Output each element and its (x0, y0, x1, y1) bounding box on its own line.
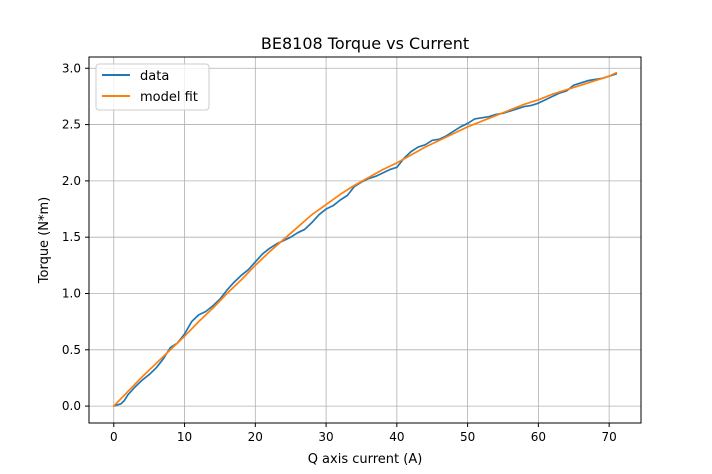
x-axis-title: Q axis current (A) (308, 452, 423, 467)
y-axis-title: Torque (N*m) (37, 197, 52, 284)
y-tick-label: 1.0 (62, 286, 81, 300)
x-tick-label: 70 (602, 430, 617, 444)
plot-area (89, 57, 641, 423)
x-tick-label: 40 (389, 430, 404, 444)
chart-title: BE8108 Torque vs Current (261, 34, 469, 53)
series-line-model-fit (112, 71, 618, 407)
x-tick-label: 30 (318, 430, 333, 444)
grid (89, 57, 641, 423)
x-tick-label: 20 (248, 430, 263, 444)
legend: data model fit (95, 63, 210, 111)
legend-label-model-fit: model fit (140, 90, 198, 105)
y-tick-label: 0.0 (62, 399, 81, 413)
y-tick-label: 2.5 (62, 118, 81, 132)
plot-frame (88, 56, 642, 424)
y-tick-label: 3.0 (62, 61, 81, 75)
y-tick-label: 0.5 (62, 343, 81, 357)
y-tick-label: 1.5 (62, 230, 81, 244)
y-tick-label: 2.0 (62, 174, 81, 188)
legend-label-data: data (140, 69, 169, 84)
x-tick-label: 60 (531, 430, 546, 444)
axis-ticks: 0 10 20 30 40 50 60 70 0.0 0.5 1.0 1.5 2.0 2.5 3.0 (62, 61, 617, 444)
x-tick-label: 0 (110, 430, 118, 444)
x-tick-label: 50 (460, 430, 475, 444)
x-tick-label: 10 (177, 430, 192, 444)
series-lines (112, 71, 618, 407)
